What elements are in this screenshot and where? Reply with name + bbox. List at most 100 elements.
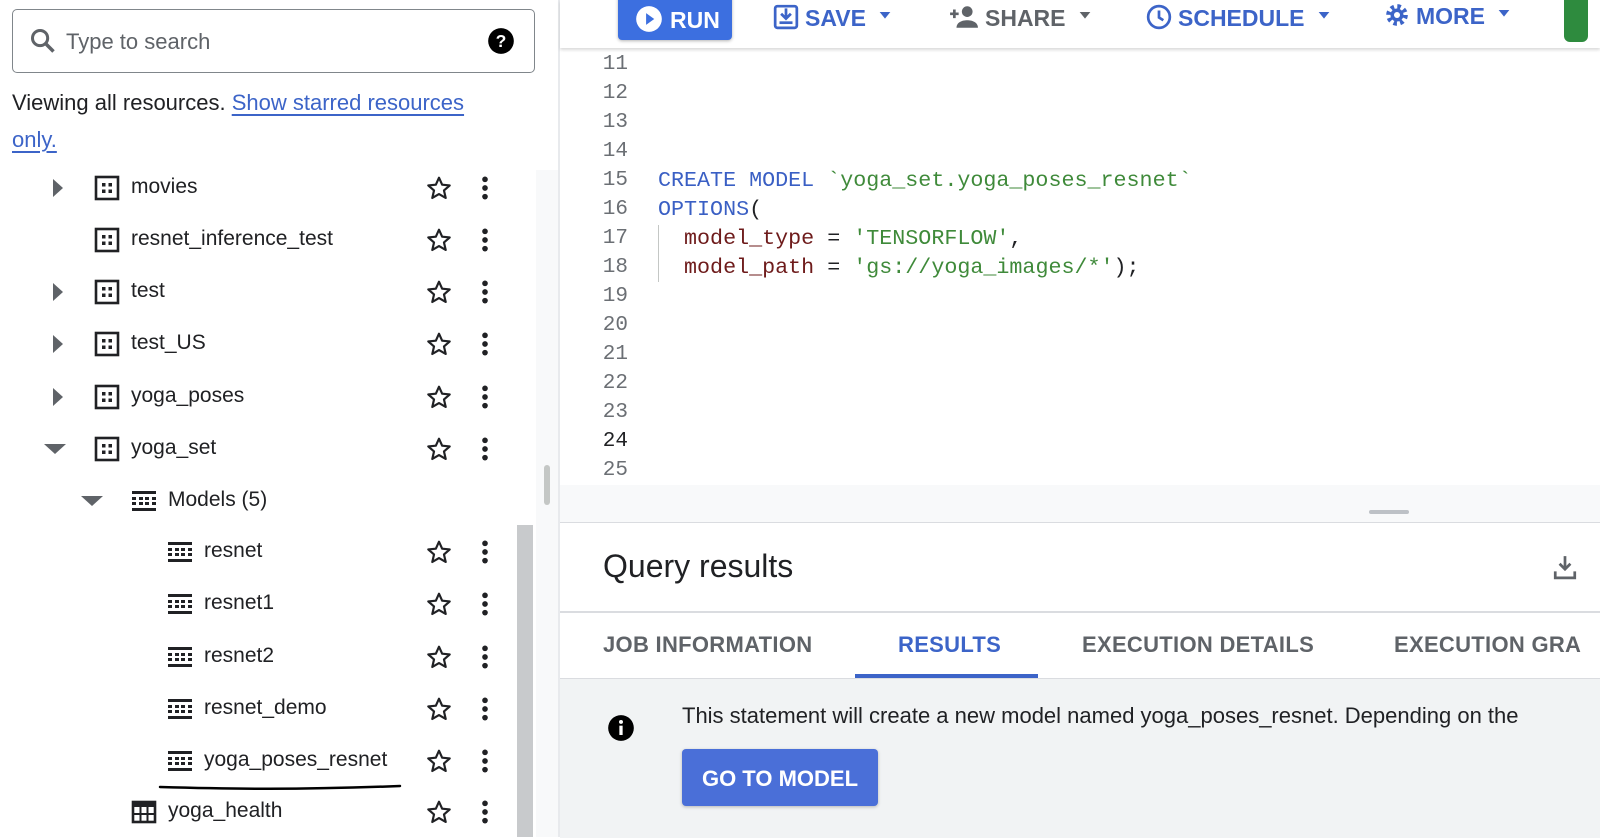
- option-name: model_path: [684, 255, 815, 280]
- expand-arrow[interactable]: [46, 332, 70, 356]
- schedule-button[interactable]: SCHEDULE: [1146, 4, 1341, 32]
- tree-row[interactable]: resnet2: [0, 631, 515, 683]
- code-line: CREATE MODEL `yoga_set.yoga_poses_resnet…: [658, 166, 1192, 195]
- menu-icon[interactable]: [472, 748, 498, 774]
- identifier-quoted: `yoga_set.yoga_poses_resnet`: [827, 168, 1192, 193]
- tab[interactable]: JOB INFORMATION: [603, 632, 813, 657]
- run-icon: [636, 6, 662, 32]
- line-number: 11: [602, 53, 628, 76]
- save-button[interactable]: SAVE: [773, 4, 902, 32]
- menu-icon[interactable]: [472, 227, 498, 253]
- keyword: MODEL: [749, 168, 815, 193]
- tree-row[interactable]: resnet_demo: [0, 683, 515, 735]
- splitter[interactable]: [560, 485, 1600, 523]
- dataset-icon: [94, 384, 120, 410]
- share-button[interactable]: SHARE: [949, 4, 1102, 32]
- search-icon: [30, 28, 55, 53]
- star-icon[interactable]: [426, 384, 452, 410]
- menu-icon[interactable]: [472, 539, 498, 565]
- tab[interactable]: EXECUTION GRA: [1394, 632, 1582, 657]
- line-number: 17: [602, 227, 628, 250]
- tree-row[interactable]: yoga_set: [0, 423, 515, 475]
- starred-link[interactable]: Show starred resources only.: [12, 90, 465, 152]
- menu-icon[interactable]: [472, 591, 498, 617]
- tree-row[interactable]: test_US: [0, 318, 515, 370]
- help-icon[interactable]: ?: [487, 27, 515, 55]
- star-icon[interactable]: [426, 227, 452, 253]
- star-icon[interactable]: [426, 696, 452, 722]
- tree-label: resnet: [204, 539, 263, 562]
- star-icon[interactable]: [426, 279, 452, 305]
- collapse-arrow[interactable]: [80, 489, 104, 513]
- star-icon[interactable]: [426, 331, 452, 357]
- menu-icon[interactable]: [472, 799, 498, 825]
- panel-divider: [558, 0, 560, 837]
- tree-label: resnet1: [204, 591, 275, 614]
- expand-arrow[interactable]: [46, 280, 70, 304]
- svg-text:?: ?: [496, 31, 507, 51]
- scrollbar-thumb[interactable]: [517, 525, 533, 837]
- expand-arrow[interactable]: [46, 176, 70, 200]
- string: 'gs://yoga_images/*': [853, 255, 1114, 280]
- tree-row[interactable]: yoga_poses_resnet: [0, 735, 515, 787]
- tree-row[interactable]: test: [0, 266, 515, 318]
- model-icon: [167, 591, 193, 617]
- tree-row[interactable]: movies: [0, 162, 515, 214]
- tree-label: resnet_inference_test: [131, 227, 333, 250]
- menu-icon[interactable]: [472, 644, 498, 670]
- menu-icon[interactable]: [472, 331, 498, 357]
- dataset-icon: [94, 227, 120, 253]
- punctuation: (: [749, 197, 763, 222]
- menu-icon[interactable]: [472, 436, 498, 462]
- tree-label: resnet_demo: [204, 696, 327, 719]
- menu-icon[interactable]: [472, 279, 498, 305]
- line-number: 18: [602, 256, 628, 279]
- star-icon[interactable]: [426, 799, 452, 825]
- code-line: model_type = 'TENSORFLOW',: [658, 224, 1022, 253]
- menu-icon[interactable]: [472, 384, 498, 410]
- star-icon[interactable]: [426, 748, 452, 774]
- tree-row[interactable]: resnet1: [0, 578, 515, 630]
- code-editor[interactable]: 11 12 13 14 15 16 17 18 19 20 21 22 23 24 25: [560, 48, 1600, 485]
- run-label: RUN: [670, 7, 720, 33]
- tree-row[interactable]: resnet: [0, 526, 515, 578]
- tab[interactable]: EXECUTION DETAILS: [1082, 632, 1315, 657]
- string: 'TENSORFLOW': [853, 226, 1010, 251]
- punctuation: ,: [1009, 226, 1023, 251]
- settings-icon: [1386, 4, 1408, 26]
- star-icon[interactable]: [426, 175, 452, 201]
- save-icon: [773, 4, 799, 30]
- download-icon[interactable]: [1552, 554, 1578, 580]
- tree-row[interactable]: yoga_health: [0, 786, 515, 838]
- tree-row[interactable]: Models (5): [0, 475, 515, 527]
- menu-icon[interactable]: [472, 175, 498, 201]
- more-label: MORE: [1416, 3, 1485, 29]
- run-button[interactable]: RUN: [618, 0, 732, 40]
- expand-arrow[interactable]: [46, 385, 70, 409]
- search-box[interactable]: Type to search ?: [12, 9, 535, 73]
- star-icon[interactable]: [426, 436, 452, 462]
- tab-active[interactable]: RESULTS: [898, 632, 1002, 657]
- star-icon[interactable]: [426, 539, 452, 565]
- splitter-handle[interactable]: [1369, 510, 1409, 514]
- tree-row[interactable]: yoga_poses: [0, 371, 515, 423]
- tree-row[interactable]: resnet_inference_test: [0, 214, 515, 266]
- models-icon: [131, 488, 157, 514]
- dropdown-arrow: [1498, 10, 1510, 17]
- go-to-model-button[interactable]: GO TO MODEL: [682, 749, 878, 806]
- more-button[interactable]: MORE: [1384, 2, 1521, 30]
- star-icon[interactable]: [426, 591, 452, 617]
- panel-resize-handle[interactable]: [544, 465, 550, 505]
- menu-icon[interactable]: [472, 696, 498, 722]
- line-number: 22: [602, 372, 628, 395]
- tree-label: test: [131, 279, 165, 302]
- dataset-icon: [94, 436, 120, 462]
- toolbar: RUN SAVE SHARE SCHEDULE MORE: [560, 0, 1600, 48]
- results-title: Query results: [603, 548, 794, 584]
- operator: =: [827, 226, 841, 251]
- tree-label: Models (5): [168, 488, 268, 511]
- star-icon[interactable]: [426, 644, 452, 670]
- tree-label: movies: [131, 175, 198, 198]
- collapse-arrow[interactable]: [43, 437, 67, 461]
